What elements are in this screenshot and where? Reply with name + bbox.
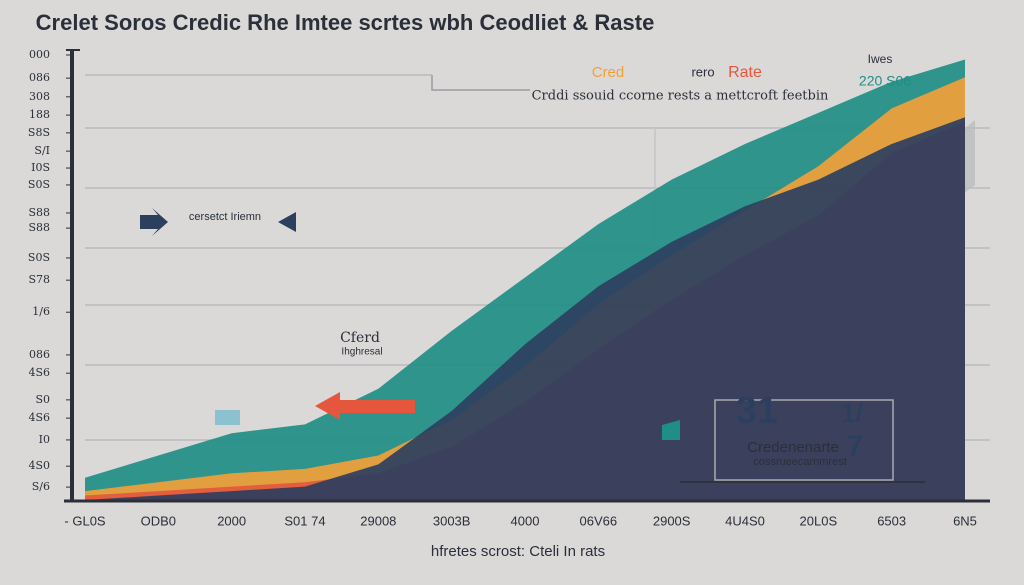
y-tick-label: S88	[28, 206, 50, 219]
chart-subtitle: Crddi ssouid ccorne rests a mettcroft fe…	[532, 89, 829, 104]
x-tick-label: S01 74	[284, 513, 325, 528]
y-tick-label: S0S	[28, 178, 50, 191]
y-tick-label: I0	[39, 433, 50, 446]
y-tick-label: 000	[29, 48, 50, 61]
annotation: 31	[736, 390, 778, 432]
x-tick-label: 2900S	[653, 513, 691, 528]
y-tick-label: 4S6	[28, 411, 50, 424]
annotation: Cred	[592, 64, 625, 81]
arrow	[278, 212, 296, 232]
y-tick-label: S/6	[32, 480, 50, 493]
arrow	[140, 208, 168, 236]
callout-box	[714, 399, 894, 481]
x-tick-label: 20L0S	[800, 513, 838, 528]
y-tick-label: 086	[29, 71, 50, 84]
annotation: Cferd	[340, 330, 380, 346]
x-tick-label: 4000	[511, 513, 540, 528]
annotation: rero	[691, 64, 714, 79]
x-tick-label: - GL0S	[64, 513, 106, 528]
annotation: 220 S06	[859, 73, 911, 89]
marker	[215, 410, 240, 425]
marker	[662, 420, 680, 440]
y-tick-label: 4S0	[28, 459, 50, 472]
x-tick-label: 4U4S0	[725, 513, 765, 528]
x-tick-label: 6N5	[953, 513, 977, 528]
annotation: cersetct Iriemn	[189, 211, 261, 223]
y-tick-label: 308	[29, 90, 50, 103]
y-tick-label: 086	[29, 348, 50, 361]
y-tick-label: S/I	[34, 144, 50, 157]
x-tick-label: 3003B	[433, 513, 471, 528]
annotation: 1/	[841, 398, 863, 428]
y-tick-label: I0S	[31, 161, 50, 174]
x-tick-label: 2000	[217, 513, 246, 528]
y-tick-label: S0	[35, 393, 50, 406]
area	[85, 117, 965, 501]
y-tick-label: 4S6	[28, 366, 50, 379]
y-tick-label: S88	[28, 221, 50, 234]
y-tick-label: S78	[28, 273, 50, 286]
x-tick-label: 6503	[877, 513, 906, 528]
x-tick-label: 06V66	[580, 513, 618, 528]
y-tick-label: S8S	[28, 126, 50, 139]
x-tick-label: 29008	[360, 513, 396, 528]
chart-title: Crelet Soros Credic Rhe Imtee scrtes wbh…	[36, 10, 655, 35]
overlay	[64, 49, 990, 503]
annotation: 7	[847, 430, 864, 463]
y-tick-label: 1/6	[32, 305, 50, 318]
annotation: Ihghresal	[341, 347, 382, 358]
annotation: Rate	[728, 64, 762, 81]
x-axis-label: hfretes scrost: Cteli In rats	[431, 543, 605, 560]
annotation: cossrueecarnmrest	[753, 456, 847, 468]
guide-line	[431, 75, 530, 91]
annotation: Credenenarte	[747, 439, 839, 456]
arrow	[315, 392, 415, 420]
y-tick-label: S0S	[28, 251, 50, 264]
x-tick-label: ODB0	[141, 513, 176, 528]
y-tick-label: 188	[29, 108, 50, 121]
annotation: Iwes	[868, 52, 893, 66]
